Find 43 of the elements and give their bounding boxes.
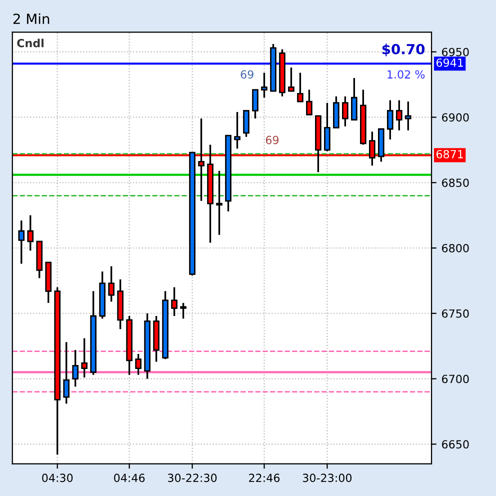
candlestick (261, 72, 268, 98)
y-tick-label: 6650 (442, 440, 469, 449)
x-tick-label: 22:46 (249, 474, 280, 482)
candlestick (342, 95, 348, 128)
candlestick (297, 72, 304, 102)
y-tick-label: 6850 (442, 178, 469, 187)
candlestick (171, 286, 178, 317)
ref-line-label: 6871 (436, 150, 463, 158)
x-tick-label: 04:30 (42, 474, 73, 482)
candlestick (252, 88, 258, 120)
candlestick (396, 99, 402, 132)
candlestick (180, 302, 186, 320)
x-tick-label: 30-23:00 (302, 474, 352, 482)
annotation: Cndl (17, 38, 44, 48)
candlestick (72, 349, 79, 388)
candlestick (404, 100, 412, 132)
candlestick (135, 353, 142, 376)
candlestick (386, 99, 394, 140)
candlestick (243, 110, 250, 138)
y-tick-label: 6700 (442, 374, 469, 384)
y-tick-label: 6950 (442, 48, 469, 56)
candlestick (63, 341, 70, 404)
candlestick (351, 77, 358, 121)
candlestick (27, 214, 34, 252)
y-tick-label: 6800 (442, 244, 469, 252)
y-tick-label: 6750 (442, 309, 469, 318)
chart-title: 2 Min (13, 13, 50, 24)
ref-line-label: 6941 (436, 58, 463, 67)
candlestick (108, 265, 114, 302)
annotation: 1.02 % (388, 70, 425, 79)
candlestick (306, 88, 312, 116)
annotation: 69 (266, 136, 279, 144)
candlestick (234, 111, 240, 150)
annotation: $0.70 (382, 44, 425, 56)
candlestick (216, 170, 222, 236)
candlestick (324, 102, 330, 152)
x-tick-label: 30-22:30 (168, 474, 217, 482)
candlestick (81, 337, 88, 378)
annotation: 69 (240, 70, 254, 79)
x-tick-label: 04:46 (114, 474, 145, 482)
candlestick (288, 66, 294, 92)
y-tick-label: 6900 (442, 113, 469, 122)
candlestick (18, 220, 25, 265)
